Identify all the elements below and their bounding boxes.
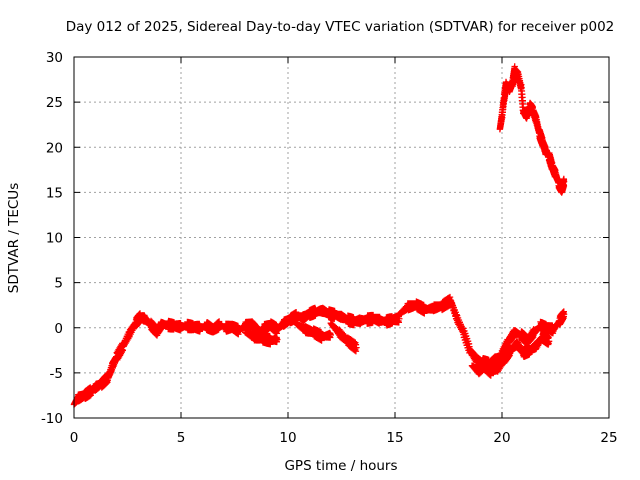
y-axis-label: SDTVAR / TECUs	[6, 183, 22, 293]
data-point-cloud	[396, 293, 568, 371]
x-tick-label: 20	[493, 430, 510, 446]
y-tick-label: 5	[54, 276, 63, 292]
y-tick-label: -10	[41, 411, 63, 427]
y-tick-label: 25	[46, 95, 63, 111]
data-point-cloud	[468, 329, 553, 379]
x-tick-label: 0	[70, 430, 79, 446]
y-tick-label: 30	[46, 50, 63, 66]
series-dip-8.5	[242, 329, 281, 348]
series-evening-arc	[396, 293, 568, 371]
y-tick-label: 15	[46, 185, 63, 201]
data-point-cloud	[496, 63, 568, 196]
axis-ticks: 0 5 10 15 20 25 -10 -5 0 5 10 15 20 25 30	[41, 50, 618, 446]
y-tick-label: 20	[46, 140, 63, 156]
x-tick-label: 10	[279, 430, 296, 446]
y-tick-label: 10	[46, 231, 63, 247]
x-axis-label: GPS time / hours	[284, 458, 397, 474]
data-point-cloud	[242, 329, 281, 348]
series-dip-12.5	[327, 320, 360, 355]
chart-title: Day 012 of 2025, Sidereal Day-to-day VTE…	[66, 19, 615, 35]
series-dip-11.5	[293, 320, 334, 344]
x-tick-label: 15	[386, 430, 403, 446]
y-tick-label: -5	[50, 366, 63, 382]
series-high-arc	[496, 63, 568, 196]
y-tick-label: 0	[54, 321, 63, 337]
data-point-cloud	[293, 320, 334, 344]
data-points	[70, 63, 568, 408]
x-tick-label: 25	[600, 430, 617, 446]
x-tick-label: 5	[177, 430, 186, 446]
grid	[74, 57, 609, 418]
series-evening-lower	[468, 329, 553, 379]
data-point-cloud	[327, 320, 360, 355]
